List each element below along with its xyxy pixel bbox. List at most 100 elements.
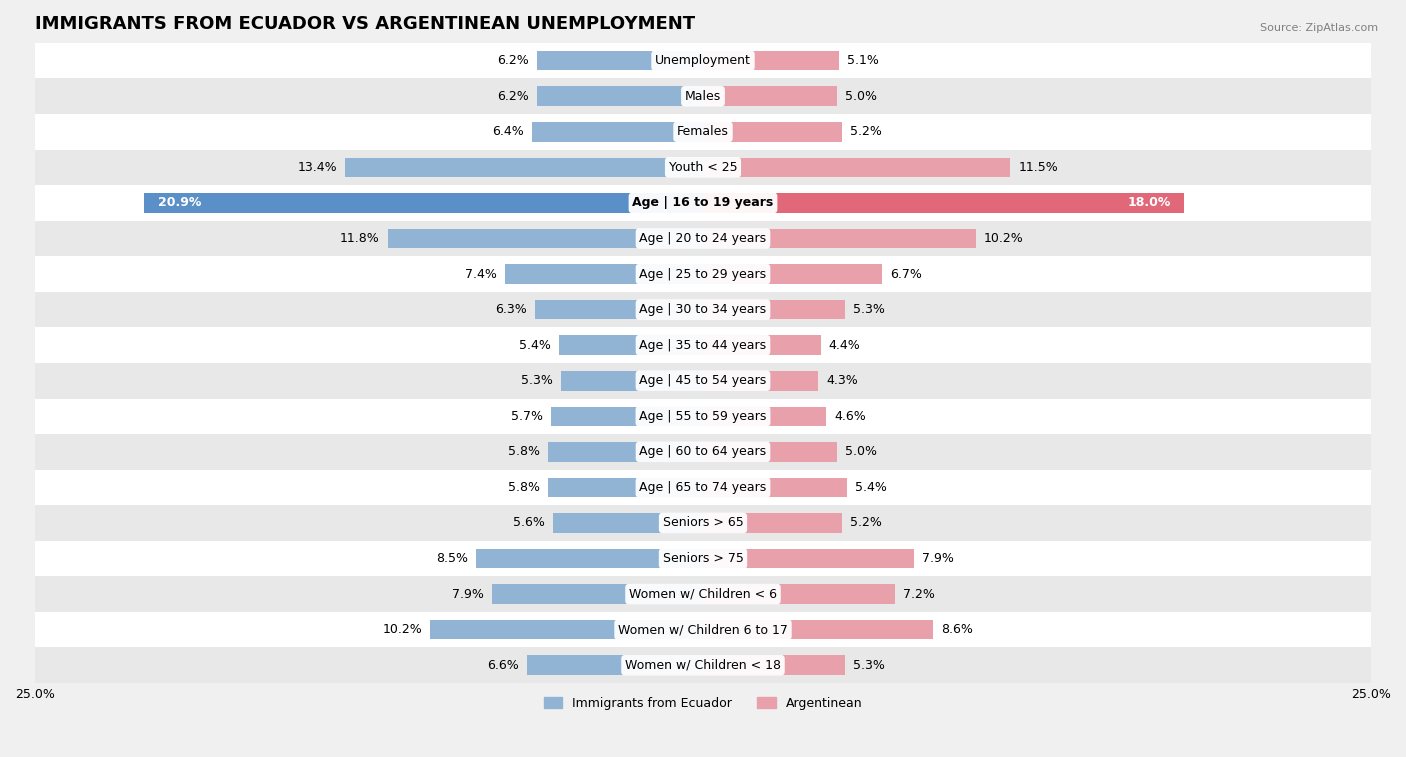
- Text: 5.0%: 5.0%: [845, 90, 876, 103]
- Bar: [492, 584, 703, 604]
- Bar: [703, 86, 837, 106]
- Bar: [703, 193, 1184, 213]
- Text: 5.2%: 5.2%: [851, 516, 882, 529]
- Text: Females: Females: [678, 126, 728, 139]
- Bar: [531, 122, 703, 142]
- Bar: [35, 612, 1371, 647]
- Text: 18.0%: 18.0%: [1128, 196, 1171, 210]
- Bar: [703, 478, 848, 497]
- Text: Women w/ Children 6 to 17: Women w/ Children 6 to 17: [619, 623, 787, 636]
- Bar: [475, 549, 703, 569]
- Text: 6.3%: 6.3%: [495, 303, 527, 316]
- Text: 6.4%: 6.4%: [492, 126, 524, 139]
- Text: 6.2%: 6.2%: [498, 55, 529, 67]
- Text: 4.6%: 4.6%: [834, 410, 866, 423]
- Bar: [35, 43, 1371, 79]
- Bar: [35, 327, 1371, 363]
- Text: 7.4%: 7.4%: [465, 267, 498, 281]
- Bar: [505, 264, 703, 284]
- Text: 4.3%: 4.3%: [825, 374, 858, 388]
- Text: 20.9%: 20.9%: [157, 196, 201, 210]
- Text: 5.1%: 5.1%: [848, 55, 879, 67]
- Text: 5.7%: 5.7%: [510, 410, 543, 423]
- Bar: [548, 442, 703, 462]
- Bar: [703, 549, 914, 569]
- Text: Age | 25 to 29 years: Age | 25 to 29 years: [640, 267, 766, 281]
- Text: Age | 20 to 24 years: Age | 20 to 24 years: [640, 232, 766, 245]
- Bar: [388, 229, 703, 248]
- Text: Age | 55 to 59 years: Age | 55 to 59 years: [640, 410, 766, 423]
- Text: Unemployment: Unemployment: [655, 55, 751, 67]
- Text: Age | 35 to 44 years: Age | 35 to 44 years: [640, 338, 766, 352]
- Bar: [703, 584, 896, 604]
- Bar: [35, 647, 1371, 683]
- Bar: [561, 371, 703, 391]
- Bar: [703, 442, 837, 462]
- Text: 4.4%: 4.4%: [828, 338, 860, 352]
- Text: 10.2%: 10.2%: [984, 232, 1024, 245]
- Text: Age | 16 to 19 years: Age | 16 to 19 years: [633, 196, 773, 210]
- Text: Women w/ Children < 18: Women w/ Children < 18: [626, 659, 780, 671]
- Text: 11.5%: 11.5%: [1018, 160, 1059, 174]
- Text: 6.7%: 6.7%: [890, 267, 922, 281]
- Text: Age | 30 to 34 years: Age | 30 to 34 years: [640, 303, 766, 316]
- Text: Women w/ Children < 6: Women w/ Children < 6: [628, 587, 778, 600]
- Bar: [703, 122, 842, 142]
- Bar: [35, 363, 1371, 398]
- Bar: [430, 620, 703, 640]
- Bar: [548, 478, 703, 497]
- Bar: [35, 185, 1371, 221]
- Text: 11.8%: 11.8%: [340, 232, 380, 245]
- Text: 8.5%: 8.5%: [436, 552, 468, 565]
- Text: 5.8%: 5.8%: [508, 481, 540, 494]
- Bar: [703, 157, 1011, 177]
- Bar: [537, 86, 703, 106]
- Text: 7.9%: 7.9%: [922, 552, 955, 565]
- Text: 13.4%: 13.4%: [297, 160, 337, 174]
- Text: 5.6%: 5.6%: [513, 516, 546, 529]
- Bar: [35, 398, 1371, 434]
- Bar: [35, 505, 1371, 540]
- Bar: [703, 335, 821, 355]
- Bar: [35, 150, 1371, 185]
- Bar: [703, 513, 842, 533]
- Bar: [344, 157, 703, 177]
- Text: 5.2%: 5.2%: [851, 126, 882, 139]
- Text: 5.4%: 5.4%: [519, 338, 551, 352]
- Bar: [703, 656, 845, 675]
- Text: IMMIGRANTS FROM ECUADOR VS ARGENTINEAN UNEMPLOYMENT: IMMIGRANTS FROM ECUADOR VS ARGENTINEAN U…: [35, 15, 695, 33]
- Text: Seniors > 75: Seniors > 75: [662, 552, 744, 565]
- Text: 5.8%: 5.8%: [508, 445, 540, 458]
- Legend: Immigrants from Ecuador, Argentinean: Immigrants from Ecuador, Argentinean: [538, 692, 868, 715]
- Bar: [703, 371, 818, 391]
- Bar: [35, 291, 1371, 327]
- Bar: [703, 264, 882, 284]
- Bar: [35, 79, 1371, 114]
- Text: 5.4%: 5.4%: [855, 481, 887, 494]
- Bar: [35, 576, 1371, 612]
- Bar: [35, 540, 1371, 576]
- Bar: [703, 229, 976, 248]
- Bar: [537, 51, 703, 70]
- Text: Source: ZipAtlas.com: Source: ZipAtlas.com: [1260, 23, 1378, 33]
- Bar: [534, 300, 703, 319]
- Text: Seniors > 65: Seniors > 65: [662, 516, 744, 529]
- Bar: [703, 300, 845, 319]
- Text: Males: Males: [685, 90, 721, 103]
- Text: 5.0%: 5.0%: [845, 445, 876, 458]
- Bar: [554, 513, 703, 533]
- Text: Youth < 25: Youth < 25: [669, 160, 737, 174]
- Text: Age | 65 to 74 years: Age | 65 to 74 years: [640, 481, 766, 494]
- Bar: [703, 51, 839, 70]
- Bar: [35, 114, 1371, 150]
- Bar: [558, 335, 703, 355]
- Text: 8.6%: 8.6%: [941, 623, 973, 636]
- Bar: [35, 434, 1371, 469]
- Text: 5.3%: 5.3%: [522, 374, 554, 388]
- Text: 7.2%: 7.2%: [904, 587, 935, 600]
- Text: Age | 45 to 54 years: Age | 45 to 54 years: [640, 374, 766, 388]
- Text: 5.3%: 5.3%: [852, 659, 884, 671]
- Bar: [551, 407, 703, 426]
- Text: 6.2%: 6.2%: [498, 90, 529, 103]
- Bar: [35, 469, 1371, 505]
